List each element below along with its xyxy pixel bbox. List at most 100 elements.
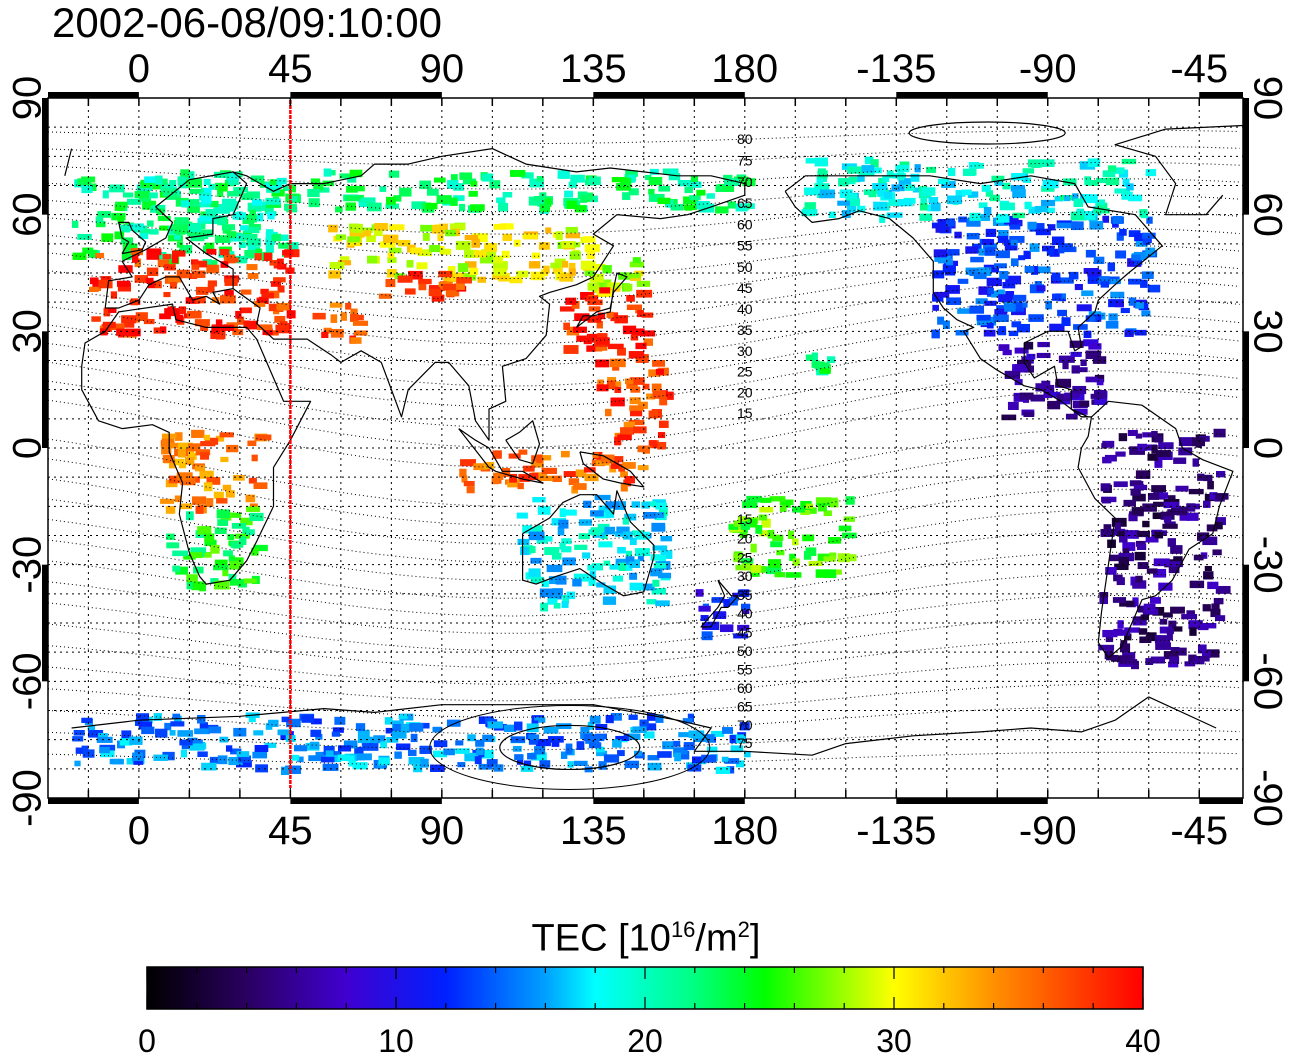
tec-cell xyxy=(1131,507,1144,516)
tec-cell xyxy=(934,256,951,262)
tec-cell xyxy=(478,763,493,770)
tec-cell xyxy=(677,179,692,187)
tec-cell xyxy=(397,239,411,247)
tec-cell xyxy=(199,470,214,479)
tec-cell xyxy=(165,480,178,488)
tec-cell xyxy=(1094,374,1105,383)
tec-cell xyxy=(1070,351,1082,357)
tec-cell xyxy=(247,245,256,254)
tec-cell xyxy=(232,542,240,549)
tec-cell xyxy=(614,436,622,446)
tec-cell xyxy=(366,202,382,212)
tec-cell xyxy=(1035,228,1051,236)
tec-cell xyxy=(168,460,176,469)
tec-cell xyxy=(785,572,802,578)
tec-cell xyxy=(996,308,1008,315)
tec-cell xyxy=(630,386,641,393)
tec-cell xyxy=(209,756,226,764)
tec-cell xyxy=(547,594,562,600)
tec-cell xyxy=(180,749,188,758)
tec-cell xyxy=(1103,524,1112,530)
tec-cell xyxy=(643,511,657,519)
tec-cell xyxy=(1058,243,1073,251)
tec-cell xyxy=(1079,161,1096,170)
tec-cell xyxy=(531,752,547,761)
tec-cell xyxy=(1137,443,1148,451)
tec-cell xyxy=(73,729,85,736)
tec-cell xyxy=(652,579,660,587)
tec-cell xyxy=(486,759,498,768)
tec-cell xyxy=(641,312,654,318)
tec-cell xyxy=(573,573,590,582)
tec-cell xyxy=(112,758,124,765)
tec-cell xyxy=(1018,255,1026,261)
tec-cell xyxy=(976,317,992,326)
tec-cell xyxy=(276,302,291,311)
tec-cell xyxy=(322,763,339,771)
tec-cell xyxy=(561,538,572,545)
tec-region-europe-mid xyxy=(88,248,300,340)
tec-cell xyxy=(493,764,504,772)
tec-cell xyxy=(568,478,580,486)
tec-cell xyxy=(691,756,702,764)
tec-cell xyxy=(646,599,657,605)
tec-cell xyxy=(570,174,585,183)
tec-cell xyxy=(419,180,432,190)
tec-cell xyxy=(197,751,208,757)
tec-cell xyxy=(1005,275,1022,285)
tec-cell xyxy=(121,730,132,740)
tec-cell xyxy=(1151,485,1167,493)
tec-cell xyxy=(626,304,643,311)
tec-cell xyxy=(650,568,663,577)
tec-data-layer xyxy=(71,156,1231,776)
tec-cell xyxy=(363,742,379,751)
tec-cell xyxy=(122,192,134,198)
tec-cell xyxy=(1130,660,1139,670)
tec-cell xyxy=(1210,608,1221,618)
tec-cell xyxy=(309,741,320,749)
tec-cell xyxy=(1117,620,1124,629)
tec-cell xyxy=(584,296,599,302)
tec-cell xyxy=(1154,459,1163,468)
tec-cell xyxy=(1160,511,1175,520)
frame-bar-top xyxy=(593,92,745,98)
tec-cell xyxy=(1215,517,1226,526)
tec-cell xyxy=(323,327,332,334)
tec-cell xyxy=(199,722,209,730)
tec-cell xyxy=(739,532,748,538)
tec-cell xyxy=(328,270,341,279)
tec-cell xyxy=(1129,446,1146,455)
tec-cell xyxy=(143,318,155,325)
tec-cell xyxy=(410,733,418,743)
tec-cell xyxy=(164,308,180,317)
tec-cell xyxy=(1114,301,1124,308)
bottom-tick-label: -90 xyxy=(1019,809,1077,853)
tec-cell xyxy=(474,756,482,765)
tec-cell xyxy=(629,572,638,580)
tec-cell xyxy=(233,187,244,195)
tec-cell xyxy=(147,220,154,227)
tec-cell xyxy=(1127,429,1138,436)
tec-cell xyxy=(1031,160,1041,168)
colorbar-tick-label: 30 xyxy=(876,1023,912,1057)
tec-cell xyxy=(185,511,194,521)
contour-label: 25 xyxy=(737,549,753,565)
tec-cell xyxy=(286,242,299,251)
tec-cell xyxy=(492,261,508,270)
tec-cell xyxy=(1130,488,1141,496)
tec-cell xyxy=(100,750,115,758)
tec-cell xyxy=(562,557,576,566)
tec-cell xyxy=(805,354,813,361)
tec-cell xyxy=(189,743,205,751)
tec-cell xyxy=(383,234,399,244)
tec-cell xyxy=(174,495,182,503)
tec-cell xyxy=(1047,224,1056,231)
tec-cell xyxy=(227,534,235,541)
tec-cell xyxy=(202,259,212,265)
tec-cell xyxy=(265,238,276,245)
tec-cell xyxy=(350,313,359,322)
tec-cell xyxy=(804,187,820,196)
tec-cell xyxy=(161,438,175,447)
tec-cell xyxy=(582,552,591,559)
tec-cell xyxy=(501,250,510,259)
